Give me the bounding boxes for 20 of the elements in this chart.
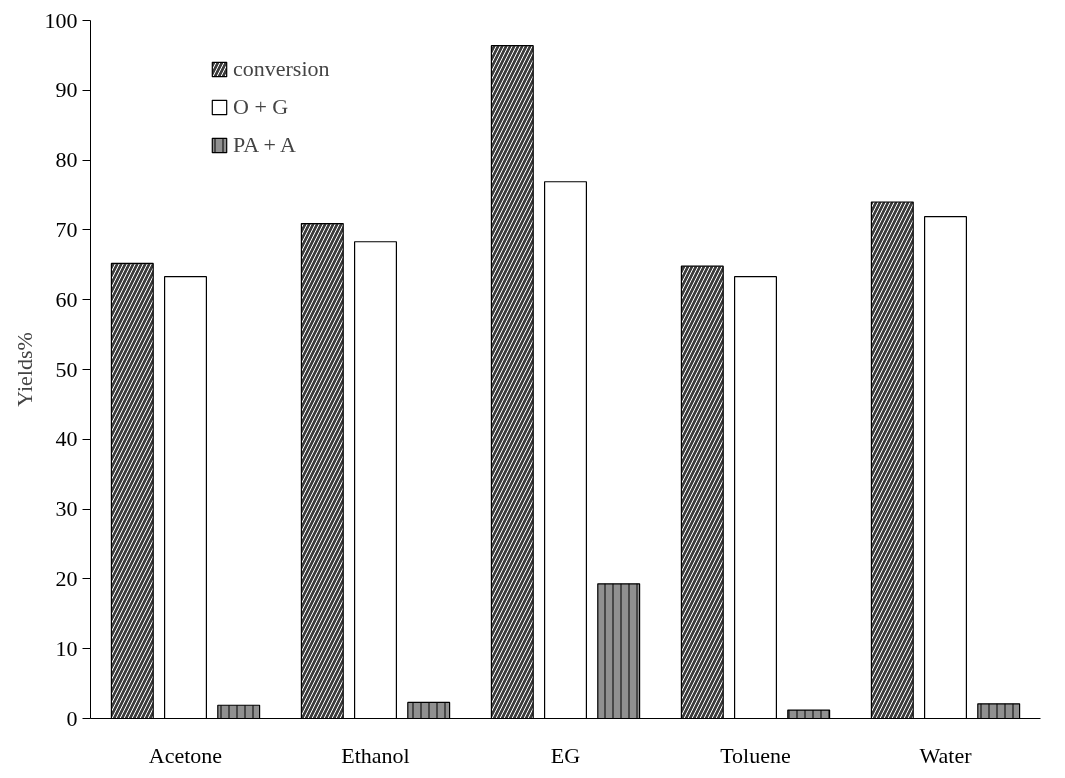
y-tick-label: 50 [55,356,78,382]
y-tick-label: 20 [55,565,78,591]
x-tick-label: Ethanol [341,742,410,768]
y-tick-label: 60 [55,286,78,312]
legend-label: PA + A [233,132,296,158]
x-tick-label: Toluene [720,742,791,768]
y-tick-label: 0 [66,705,78,731]
x-tick-label: EG [550,742,581,768]
y-axis-title: Yields% [11,332,37,407]
y-tick-label: 30 [55,496,78,522]
legend-label: O + G [233,94,289,120]
y-tick-label: 80 [55,147,78,173]
y-tick-label: 10 [55,635,78,661]
legend-label: conversion [233,56,330,82]
y-tick-label: 90 [55,77,78,103]
x-tick-label: Water [919,742,973,768]
y-tick-label: 100 [44,7,78,33]
x-tick-label: Acetone [148,742,223,768]
y-tick-label: 40 [55,426,78,452]
y-tick-label: 70 [55,216,78,242]
